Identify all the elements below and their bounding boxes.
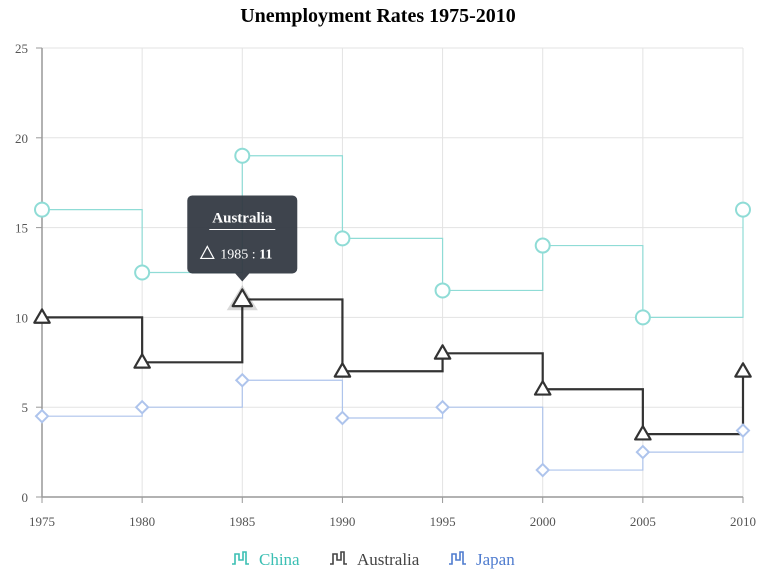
data-point-japan[interactable]	[435, 399, 450, 415]
x-tick-label: 1990	[329, 514, 355, 529]
data-point-australia[interactable]	[33, 308, 51, 324]
legend-label: Australia	[357, 550, 420, 569]
y-tick-label: 25	[15, 41, 28, 56]
legend-label: Japan	[476, 550, 515, 569]
series-line-japan	[42, 379, 744, 471]
data-point-japan[interactable]	[735, 423, 751, 438]
data-point-china[interactable]	[34, 201, 50, 218]
series-line-australia	[42, 298, 745, 436]
legend-item-china[interactable]: China	[232, 550, 300, 569]
tooltip-title: Australia	[212, 210, 273, 226]
data-point-china[interactable]	[134, 264, 151, 281]
x-tick-label: 1995	[430, 514, 456, 529]
data-point-japan[interactable]	[234, 372, 250, 388]
tooltip-box	[187, 195, 298, 274]
y-tick-label: 20	[15, 131, 28, 146]
data-point-china[interactable]	[234, 147, 251, 164]
legend: China Australia Japan	[232, 550, 515, 569]
y-tick-label: 15	[15, 221, 28, 236]
legend-step-icon	[232, 551, 249, 565]
x-tick-label: 1980	[129, 514, 155, 529]
data-point-japan[interactable]	[635, 444, 651, 460]
tooltip-arrow	[235, 273, 250, 282]
data-point-australia[interactable]	[231, 288, 254, 308]
data-point-japan[interactable]	[34, 408, 50, 424]
marker-layer	[33, 147, 752, 478]
legend-label: China	[259, 550, 300, 569]
x-tick-label: 1985	[229, 514, 255, 529]
data-point-china[interactable]	[434, 282, 451, 299]
chart-title: Unemployment Rates 1975-2010	[240, 5, 516, 27]
data-point-australia[interactable]	[634, 425, 652, 441]
data-point-japan[interactable]	[535, 462, 551, 478]
x-tick-label: 2010	[730, 514, 756, 529]
data-point-japan[interactable]	[335, 410, 350, 426]
x-tick-label: 2000	[530, 514, 556, 529]
tooltip: Australia 1985 : 11	[187, 195, 298, 282]
y-tick-label: 5	[22, 400, 29, 415]
legend-item-australia[interactable]: Australia	[330, 550, 420, 569]
tooltip-value-text: 1985 : 11	[220, 247, 272, 262]
x-tick-label: 1975	[29, 514, 55, 529]
y-tick-label: 10	[15, 310, 28, 325]
tooltip-series-icon	[199, 245, 215, 260]
x-tick-label: 2005	[630, 514, 656, 529]
legend-item-japan[interactable]: Japan	[449, 550, 515, 569]
data-point-australia[interactable]	[433, 344, 452, 360]
data-point-china[interactable]	[534, 237, 551, 254]
data-point-australia[interactable]	[734, 362, 752, 378]
legend-step-icon	[449, 551, 466, 565]
tooltip-y-value: 11	[259, 247, 272, 262]
data-point-china[interactable]	[735, 201, 751, 218]
legend-step-icon	[330, 551, 347, 565]
data-point-china[interactable]	[634, 309, 651, 326]
data-point-china[interactable]	[334, 230, 351, 247]
data-point-australia[interactable]	[333, 362, 352, 378]
series-line-china	[42, 155, 744, 318]
data-point-japan[interactable]	[134, 399, 150, 415]
data-point-australia[interactable]	[133, 353, 151, 369]
y-tick-label: 0	[22, 490, 29, 505]
data-point-australia[interactable]	[533, 380, 552, 396]
tooltip-x-value: 1985 :	[220, 247, 259, 262]
